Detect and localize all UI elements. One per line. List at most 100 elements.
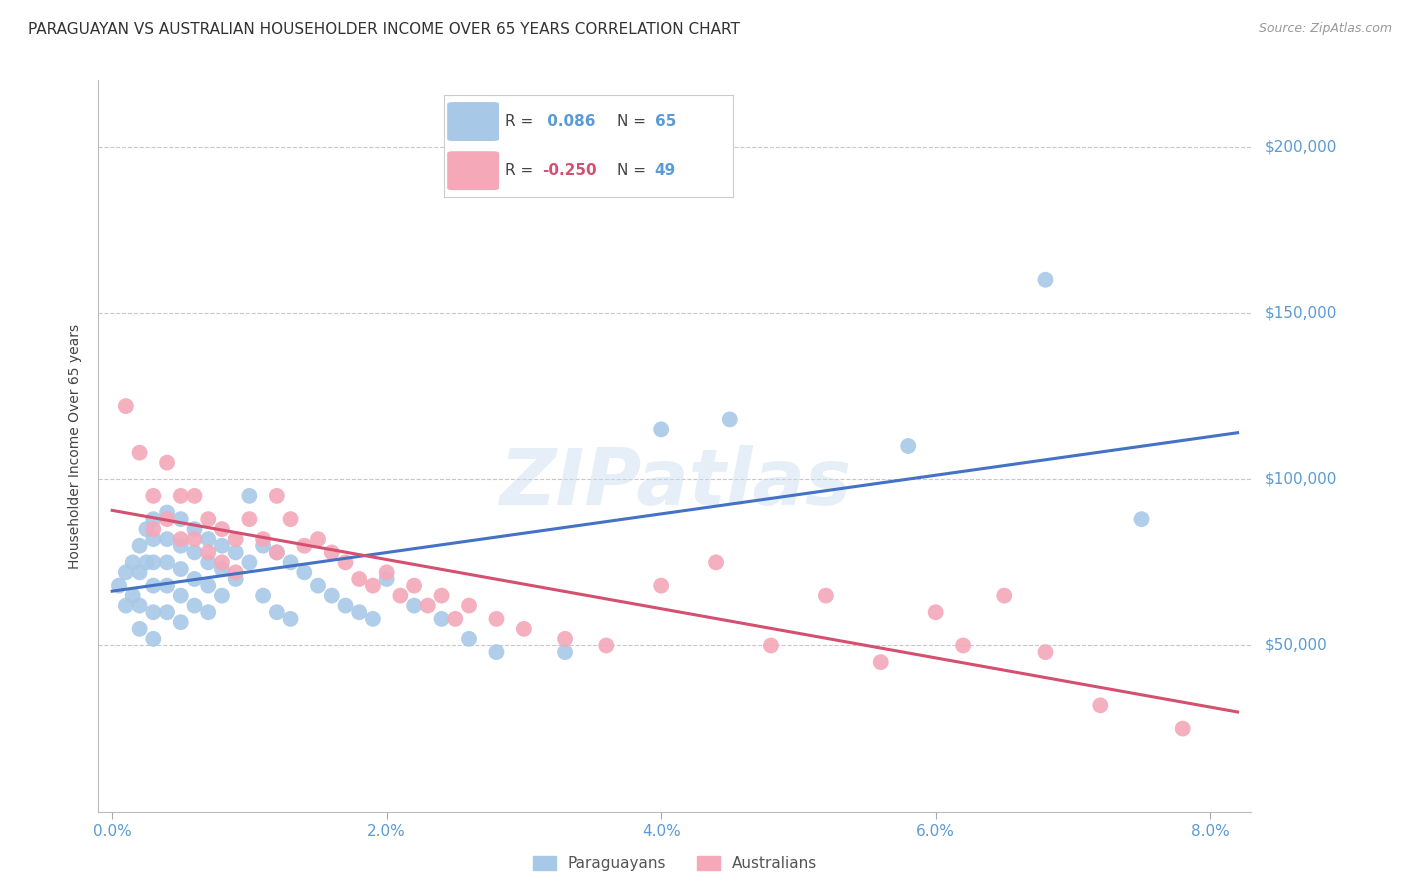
Point: [814, 589, 837, 603]
Point: [280, 512, 302, 526]
Point: [142, 512, 165, 526]
Point: [121, 555, 143, 569]
Point: [266, 545, 288, 559]
Point: [183, 599, 205, 613]
Text: Source: ZipAtlas.com: Source: ZipAtlas.com: [1258, 22, 1392, 36]
Point: [211, 589, 233, 603]
Point: [156, 512, 179, 526]
Point: [170, 489, 193, 503]
Point: [252, 539, 274, 553]
Point: [115, 399, 138, 413]
Point: [115, 566, 138, 580]
Point: [718, 412, 741, 426]
Point: [142, 555, 165, 569]
Point: [135, 555, 157, 569]
Point: [156, 456, 179, 470]
Point: [1035, 273, 1057, 287]
Point: [156, 506, 179, 520]
Point: [197, 579, 219, 593]
Point: [280, 555, 302, 569]
Point: [170, 512, 193, 526]
Point: [361, 612, 384, 626]
Point: [404, 579, 426, 593]
Point: [1171, 722, 1194, 736]
Point: [156, 532, 179, 546]
Point: [252, 532, 274, 546]
Point: [121, 589, 143, 603]
Text: $50,000: $50,000: [1265, 638, 1329, 653]
Y-axis label: Householder Income Over 65 years: Householder Income Over 65 years: [69, 324, 83, 568]
Point: [292, 539, 315, 553]
Point: [170, 562, 193, 576]
Point: [197, 512, 219, 526]
Point: [128, 622, 150, 636]
Text: PARAGUAYAN VS AUSTRALIAN HOUSEHOLDER INCOME OVER 65 YEARS CORRELATION CHART: PARAGUAYAN VS AUSTRALIAN HOUSEHOLDER INC…: [28, 22, 740, 37]
Point: [1130, 512, 1153, 526]
Point: [554, 632, 576, 646]
Point: [347, 605, 370, 619]
Point: [458, 632, 481, 646]
Point: [335, 599, 357, 613]
Point: [211, 522, 233, 536]
Point: [115, 599, 138, 613]
Point: [238, 555, 260, 569]
Point: [211, 539, 233, 553]
Point: [142, 605, 165, 619]
Point: [416, 599, 439, 613]
Point: [513, 622, 536, 636]
Point: [485, 645, 508, 659]
Point: [225, 545, 247, 559]
Point: [759, 639, 782, 653]
Point: [704, 555, 727, 569]
Text: $100,000: $100,000: [1265, 472, 1337, 487]
Point: [170, 532, 193, 546]
Point: [252, 589, 274, 603]
Point: [183, 489, 205, 503]
Point: [404, 599, 426, 613]
Point: [156, 605, 179, 619]
Point: [170, 539, 193, 553]
Point: [1090, 698, 1112, 713]
Point: [389, 589, 412, 603]
Point: [993, 589, 1015, 603]
Point: [430, 612, 453, 626]
Point: [458, 599, 481, 613]
Point: [869, 655, 891, 669]
Point: [347, 572, 370, 586]
Legend: Paraguayans, Australians: Paraguayans, Australians: [526, 850, 824, 877]
Point: [321, 589, 343, 603]
Point: [595, 639, 617, 653]
Point: [321, 545, 343, 559]
Point: [650, 579, 672, 593]
Point: [211, 555, 233, 569]
Point: [266, 489, 288, 503]
Point: [128, 445, 150, 459]
Point: [170, 589, 193, 603]
Point: [183, 545, 205, 559]
Point: [108, 579, 131, 593]
Point: [485, 612, 508, 626]
Point: [361, 579, 384, 593]
Text: $150,000: $150,000: [1265, 306, 1337, 320]
Point: [238, 512, 260, 526]
Point: [238, 489, 260, 503]
Point: [266, 605, 288, 619]
Point: [197, 532, 219, 546]
Point: [135, 522, 157, 536]
Point: [142, 522, 165, 536]
Point: [197, 545, 219, 559]
Point: [650, 422, 672, 436]
Point: [211, 562, 233, 576]
Point: [128, 539, 150, 553]
Point: [142, 579, 165, 593]
Point: [280, 612, 302, 626]
Point: [142, 489, 165, 503]
Point: [156, 555, 179, 569]
Point: [225, 532, 247, 546]
Point: [183, 522, 205, 536]
Point: [335, 555, 357, 569]
Point: [292, 566, 315, 580]
Point: [128, 566, 150, 580]
Point: [307, 532, 329, 546]
Point: [225, 566, 247, 580]
